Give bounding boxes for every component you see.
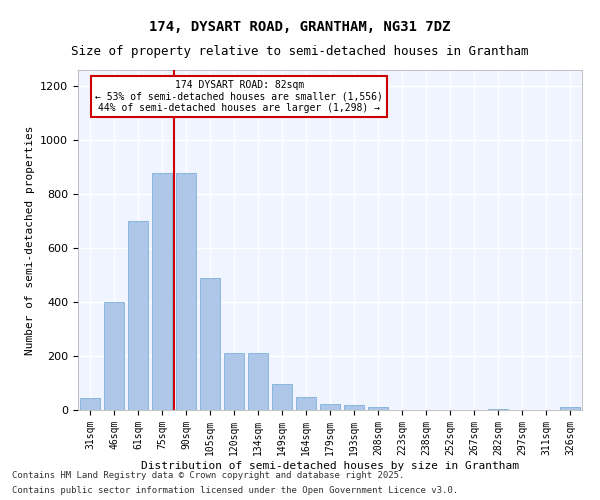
Text: Contains public sector information licensed under the Open Government Licence v3: Contains public sector information licen… [12, 486, 458, 495]
Bar [104, 302, 124, 410]
Bar [128, 221, 148, 410]
Bar [296, 397, 316, 410]
Text: Contains HM Land Registry data © Crown copyright and database right 2025.: Contains HM Land Registry data © Crown c… [12, 471, 404, 480]
Bar [488, 408, 508, 410]
Text: 174, DYSART ROAD, GRANTHAM, NG31 7DZ: 174, DYSART ROAD, GRANTHAM, NG31 7DZ [149, 20, 451, 34]
Bar [368, 408, 388, 410]
Text: 174 DYSART ROAD: 82sqm
← 53% of semi-detached houses are smaller (1,556)
44% of : 174 DYSART ROAD: 82sqm ← 53% of semi-det… [95, 80, 383, 114]
Bar [560, 408, 580, 410]
Y-axis label: Number of semi-detached properties: Number of semi-detached properties [25, 125, 35, 355]
Bar [152, 172, 172, 410]
Bar [200, 278, 220, 410]
Text: Size of property relative to semi-detached houses in Grantham: Size of property relative to semi-detach… [71, 45, 529, 58]
Bar [248, 354, 268, 410]
X-axis label: Distribution of semi-detached houses by size in Grantham: Distribution of semi-detached houses by … [141, 460, 519, 470]
Bar [272, 384, 292, 410]
Bar [344, 404, 364, 410]
Bar [80, 398, 100, 410]
Bar [176, 172, 196, 410]
Bar [224, 354, 244, 410]
Bar [320, 404, 340, 410]
